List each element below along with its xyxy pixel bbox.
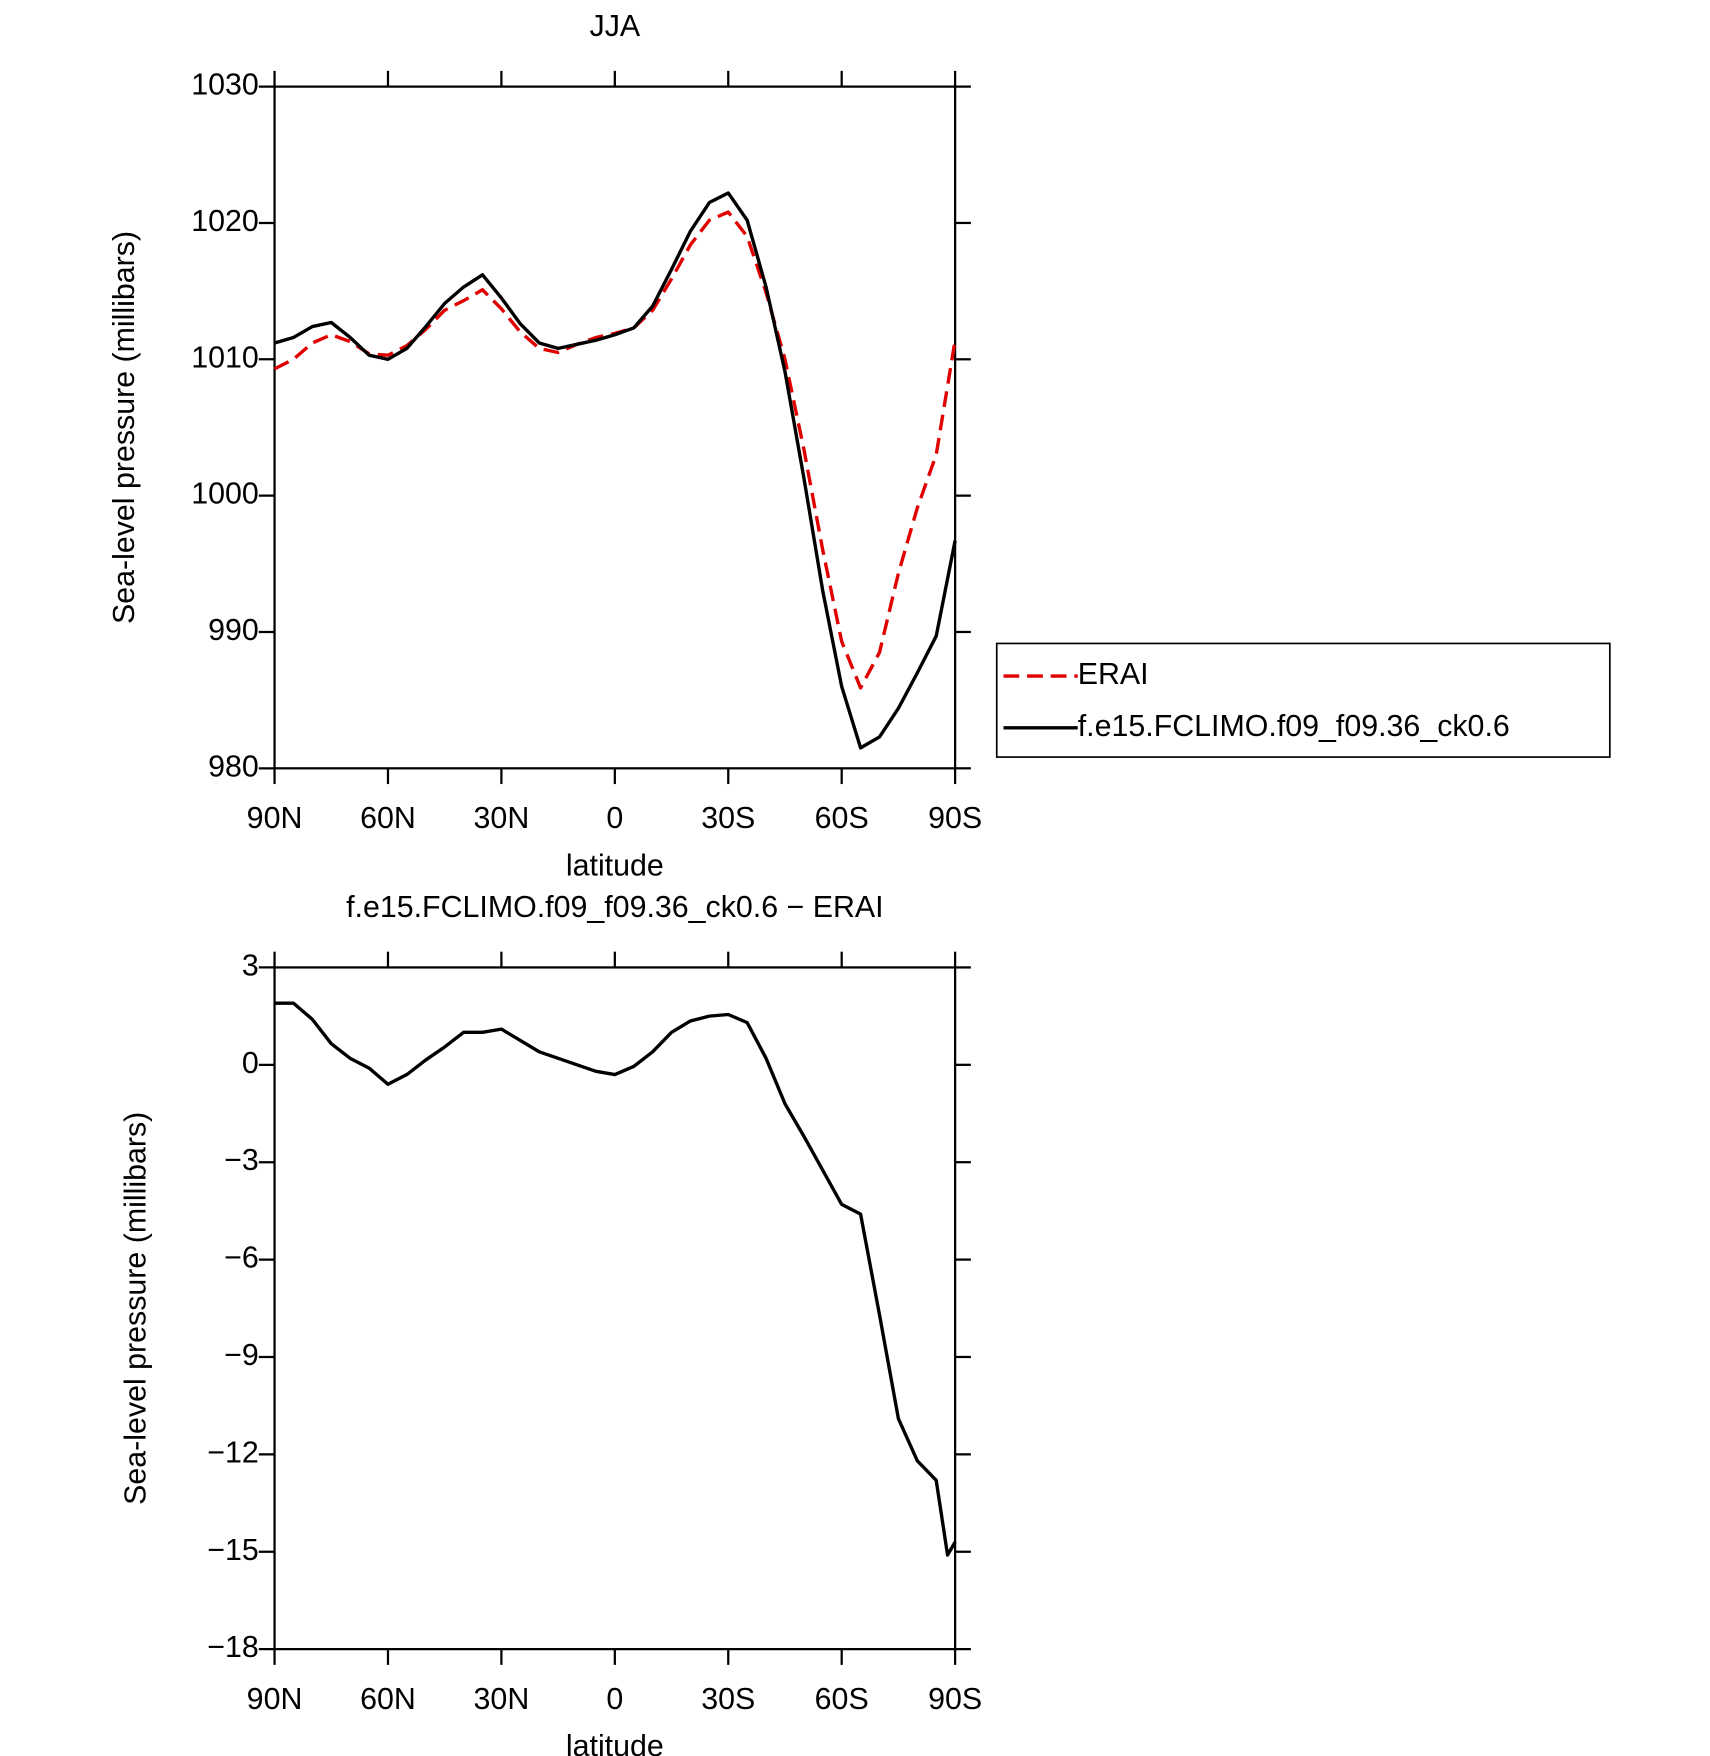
x-tick-label: 30S	[701, 802, 755, 835]
y-tick-label: 1000	[191, 478, 259, 511]
x-tick-label: 60S	[815, 802, 869, 835]
y-tick-label: 3	[242, 949, 259, 982]
y-tick-label: −18	[207, 1631, 259, 1664]
data-line	[274, 1001, 957, 1557]
legend-box	[995, 642, 1611, 758]
y-tick-label: 1030	[191, 69, 259, 102]
x-tick-label: 90N	[247, 1683, 303, 1716]
y-tick-label: 990	[208, 614, 259, 647]
y-tick-label: 1020	[191, 205, 259, 238]
chart-title: f.e15.FCLIMO.f09_f09.36_ck0.6 − ERAI	[346, 891, 884, 924]
x-tick-label: 60S	[815, 1683, 869, 1716]
series-line	[274, 191, 957, 750]
y-axis-label: Sea-level pressure (millibars)	[119, 1112, 152, 1505]
plot-frame	[273, 85, 957, 770]
y-tick-label: 1010	[191, 341, 259, 374]
series-line	[273, 210, 957, 690]
y-axis-label: Sea-level pressure (millibars)	[108, 231, 141, 624]
x-tick-label: 30S	[701, 1683, 755, 1716]
x-tick-label: 60N	[360, 1683, 416, 1716]
y-tick-label: 0	[242, 1047, 259, 1080]
y-tick-label: −12	[207, 1436, 259, 1469]
x-tick-label: 90S	[928, 802, 982, 835]
y-tick-label: −6	[224, 1242, 259, 1275]
x-tick-label: 60N	[360, 802, 416, 835]
x-tick-label: 30N	[474, 1683, 530, 1716]
legend-label: ERAI	[1078, 658, 1149, 691]
y-tick-label: −3	[224, 1144, 259, 1177]
y-tick-label: −9	[224, 1339, 259, 1372]
x-axis-label: latitude	[566, 849, 664, 882]
x-tick-label: 30N	[474, 802, 530, 835]
chart-title: JJA	[590, 10, 641, 43]
x-tick-label: 90N	[247, 802, 303, 835]
x-tick-label: 0	[606, 1683, 623, 1716]
y-tick-label: 980	[208, 750, 259, 783]
x-axis-label: latitude	[566, 1730, 664, 1756]
x-tick-label: 90S	[928, 1683, 982, 1716]
plot-frame	[273, 966, 957, 1651]
y-tick-label: −15	[207, 1534, 259, 1567]
legend-label: f.e15.FCLIMO.f09_f09.36_ck0.6	[1078, 710, 1510, 743]
x-tick-label: 0	[606, 802, 623, 835]
